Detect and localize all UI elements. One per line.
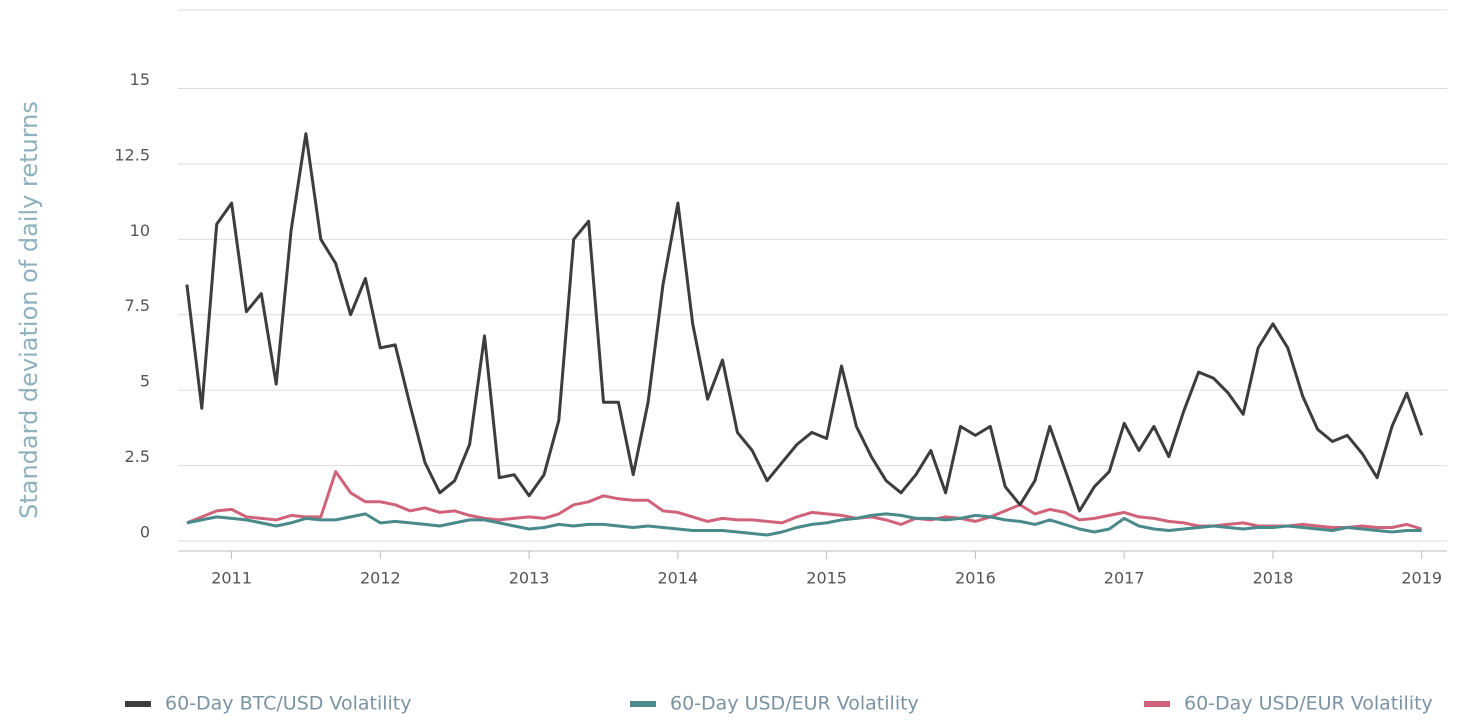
x-tick-label: 2012 bbox=[360, 569, 401, 588]
y-tick-label: 0 bbox=[140, 523, 150, 542]
y-tick-label: 7.5 bbox=[125, 296, 150, 315]
y-tick-label: 12.5 bbox=[114, 145, 150, 164]
y-tick-label: 5 bbox=[140, 372, 150, 391]
x-tick-label: 2019 bbox=[1401, 569, 1442, 588]
y-tick-label: 10 bbox=[130, 221, 150, 240]
x-tick-label: 2011 bbox=[211, 569, 252, 588]
y-axis-label: Standard deviation of daily returns bbox=[15, 101, 43, 519]
x-tick-label: 2014 bbox=[658, 569, 699, 588]
y-tick-label: 15 bbox=[130, 70, 150, 89]
series-line bbox=[186, 512, 1422, 537]
series-line bbox=[185, 132, 1424, 513]
y-tick-label: 2.5 bbox=[125, 447, 150, 466]
x-tick-label: 2018 bbox=[1253, 569, 1294, 588]
x-tick-label: 2016 bbox=[955, 569, 996, 588]
series-line bbox=[186, 470, 1423, 531]
legend-label: 60-Day USD/EUR Volatility bbox=[670, 693, 919, 715]
legend-label: 60-Day USD/EUR Volatility bbox=[1184, 693, 1433, 715]
legend-label: 60-Day BTC/USD Volatility bbox=[165, 693, 411, 715]
x-tick-label: 2013 bbox=[509, 569, 550, 588]
x-tick-label: 2017 bbox=[1104, 569, 1145, 588]
x-tick-label: 2015 bbox=[806, 569, 847, 588]
